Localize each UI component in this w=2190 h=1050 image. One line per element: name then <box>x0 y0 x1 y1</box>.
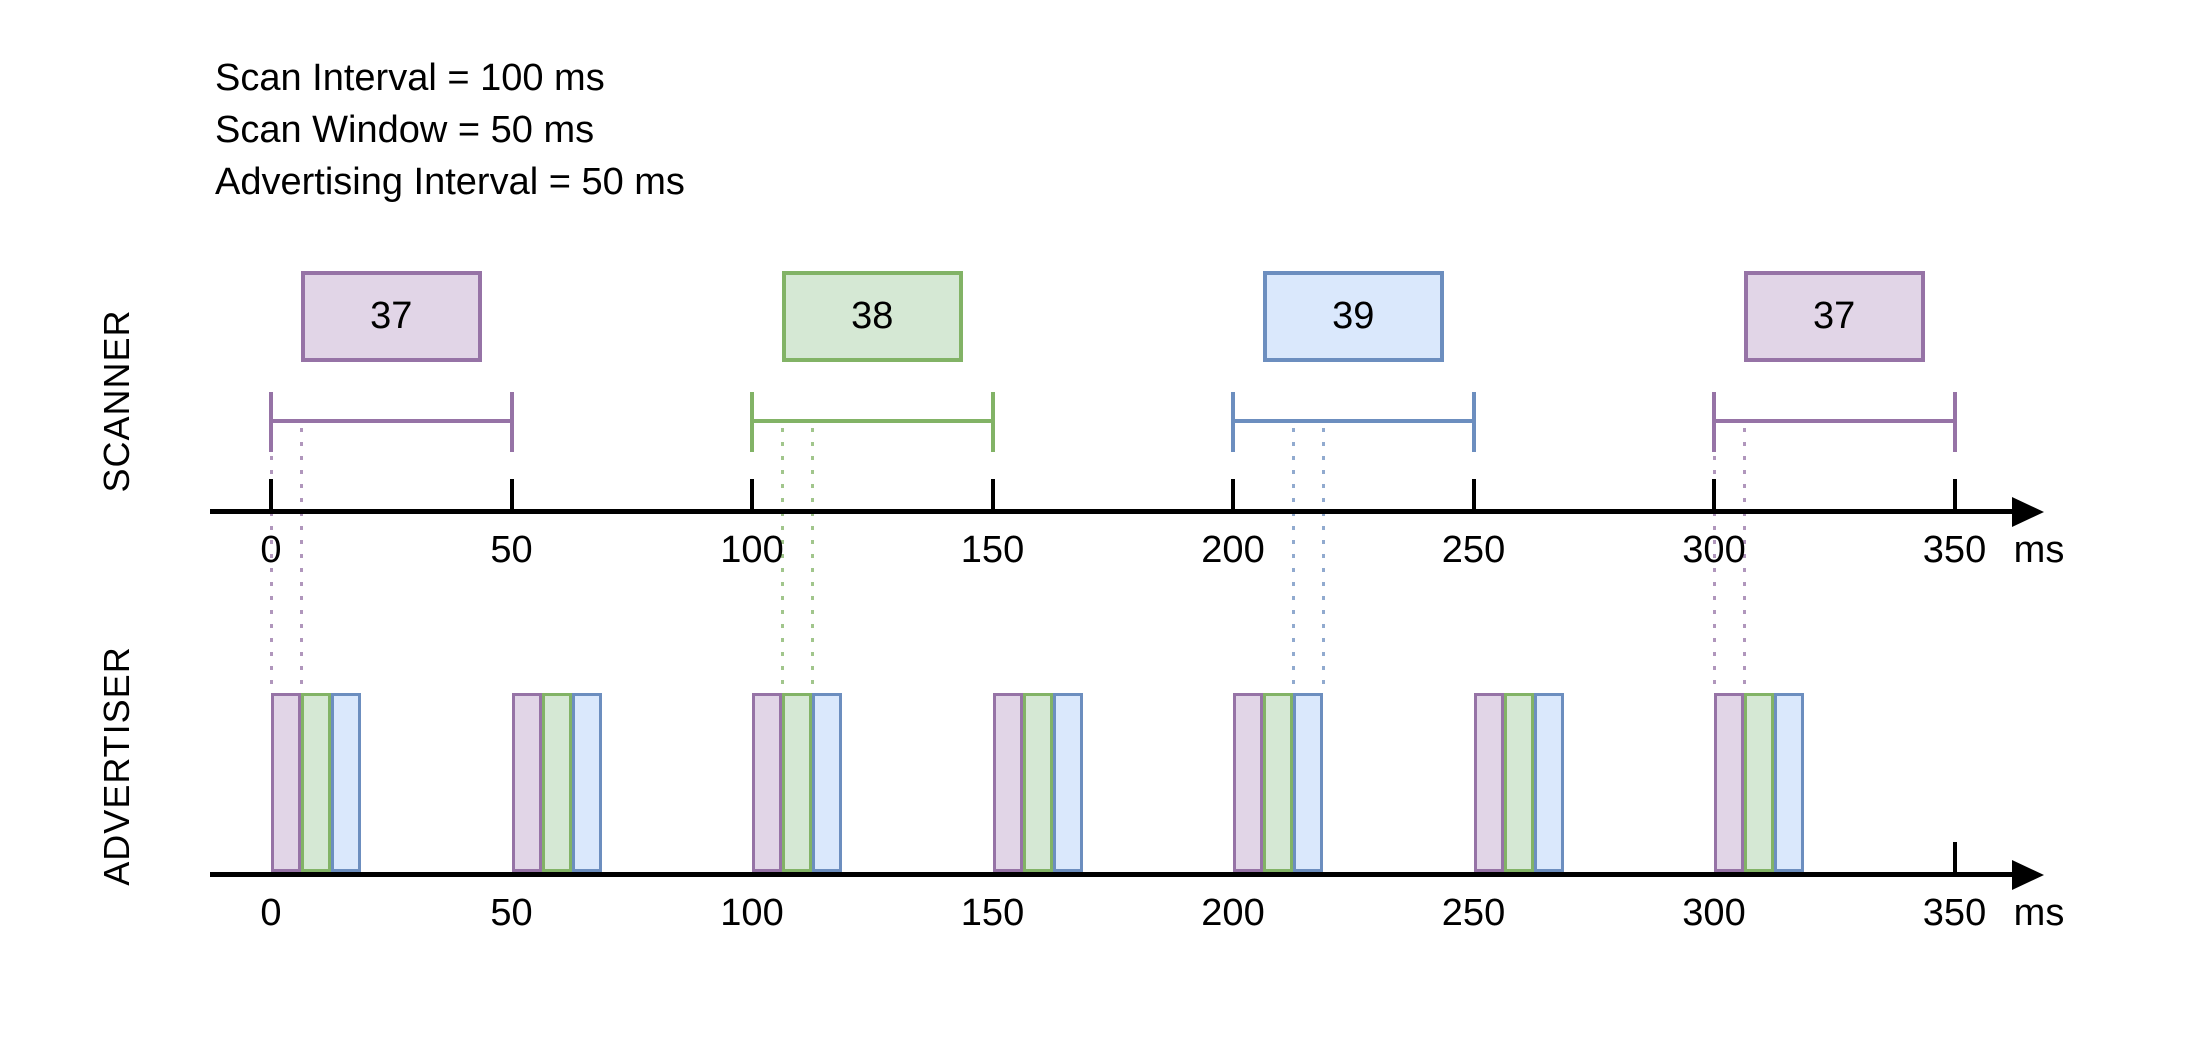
advertising-packet-ch37 <box>1714 693 1744 872</box>
axis-tick <box>990 479 995 509</box>
axis-tick <box>1952 479 1957 509</box>
axis-tick-label: 250 <box>1441 892 1506 934</box>
scan-window-channel-box: 39 <box>1262 271 1444 362</box>
advertising-packet-ch39 <box>331 693 361 872</box>
axis-tick <box>269 479 273 509</box>
rx-packet-dotted-line <box>1291 428 1295 693</box>
axis-tick <box>1952 842 1957 872</box>
advertising-packet-ch39 <box>1533 693 1564 872</box>
advertising-packet-ch38 <box>301 693 331 872</box>
rx-packet-dotted-line <box>269 428 273 693</box>
rx-packet-dotted-line <box>299 428 303 693</box>
axis-tick-label: 300 <box>1682 529 1746 571</box>
advertising-packet-ch37 <box>1473 693 1504 872</box>
advertising-packet-ch38 <box>541 693 572 872</box>
axis-tick <box>750 479 754 509</box>
axis-tick-label: 150 <box>960 529 1025 571</box>
param-scan-window: Scan Window = 50 ms <box>215 109 595 151</box>
scan-window-channel-box: 38 <box>781 271 963 362</box>
scan-window-bracket-span <box>271 419 512 423</box>
axis-tick <box>1712 479 1716 509</box>
advertising-packet-ch39 <box>1774 693 1804 872</box>
advertising-packet-ch37 <box>992 693 1023 872</box>
axis-arrowhead <box>2012 859 2044 890</box>
advertising-packet-ch38 <box>1263 693 1293 872</box>
axis-unit-label: ms <box>2013 892 2065 934</box>
timing-parameters-note: Scan Interval = 100 ms Scan Window = 50 … <box>215 52 685 208</box>
advertising-packet-ch39 <box>571 693 602 872</box>
rx-packet-dotted-line <box>810 428 814 693</box>
advertising-packet-ch39 <box>812 693 842 872</box>
rx-packet-dotted-line <box>780 428 784 693</box>
axis-tick-label: 0 <box>260 892 282 934</box>
scan-window-bracket-end <box>1952 392 1957 452</box>
advertising-packet-ch39 <box>1052 693 1083 872</box>
axis-tick-label: 0 <box>260 529 282 571</box>
advertising-packet-ch39 <box>1293 693 1323 872</box>
axis-tick-label: 100 <box>720 892 784 934</box>
scan-window-bracket-end <box>509 392 514 452</box>
axis-tick-label: 50 <box>490 892 533 934</box>
axis-tick-label: 350 <box>1922 892 1987 934</box>
advertising-packet-ch38 <box>1022 693 1053 872</box>
axis-tick-label: 300 <box>1682 892 1746 934</box>
param-advertising-interval: Advertising Interval = 50 ms <box>215 161 685 203</box>
axis-tick-label: 200 <box>1201 529 1265 571</box>
axis-line <box>210 509 2014 514</box>
rx-packet-dotted-line <box>1742 428 1746 693</box>
advertising-packet-ch37 <box>511 693 542 872</box>
scan-window-bracket-end <box>990 392 995 452</box>
advertising-packet-ch38 <box>1744 693 1774 872</box>
scan-window-bracket-span <box>1714 419 1955 423</box>
scan-window-bracket-end <box>1471 392 1476 452</box>
axis-arrowhead <box>2012 496 2044 527</box>
scan-window-bracket-span <box>752 419 993 423</box>
axis-tick-label: 350 <box>1922 529 1987 571</box>
axis-line <box>210 872 2014 877</box>
scan-window-bracket-span <box>1233 419 1474 423</box>
advertising-packet-ch38 <box>1503 693 1534 872</box>
axis-tick-label: 150 <box>960 892 1025 934</box>
axis-tick-label: 200 <box>1201 892 1265 934</box>
advertising-packet-ch37 <box>1233 693 1263 872</box>
scan-window-channel-box: 37 <box>300 271 482 362</box>
advertising-packet-ch38 <box>782 693 812 872</box>
axis-tick-label: 250 <box>1441 529 1506 571</box>
scan-window-channel-box: 37 <box>1743 271 1925 362</box>
axis-tick <box>1231 479 1235 509</box>
axis-unit-label: ms <box>2013 529 2065 571</box>
rx-packet-dotted-line <box>1712 428 1716 693</box>
axis-tick <box>509 479 514 509</box>
advertising-packet-ch37 <box>271 693 301 872</box>
param-scan-interval: Scan Interval = 100 ms <box>215 57 605 99</box>
axis-tick <box>1471 479 1476 509</box>
axis-tick-label: 50 <box>490 529 533 571</box>
advertising-packet-ch37 <box>752 693 782 872</box>
rx-packet-dotted-line <box>1321 428 1325 693</box>
axis-tick-label: 100 <box>720 529 784 571</box>
